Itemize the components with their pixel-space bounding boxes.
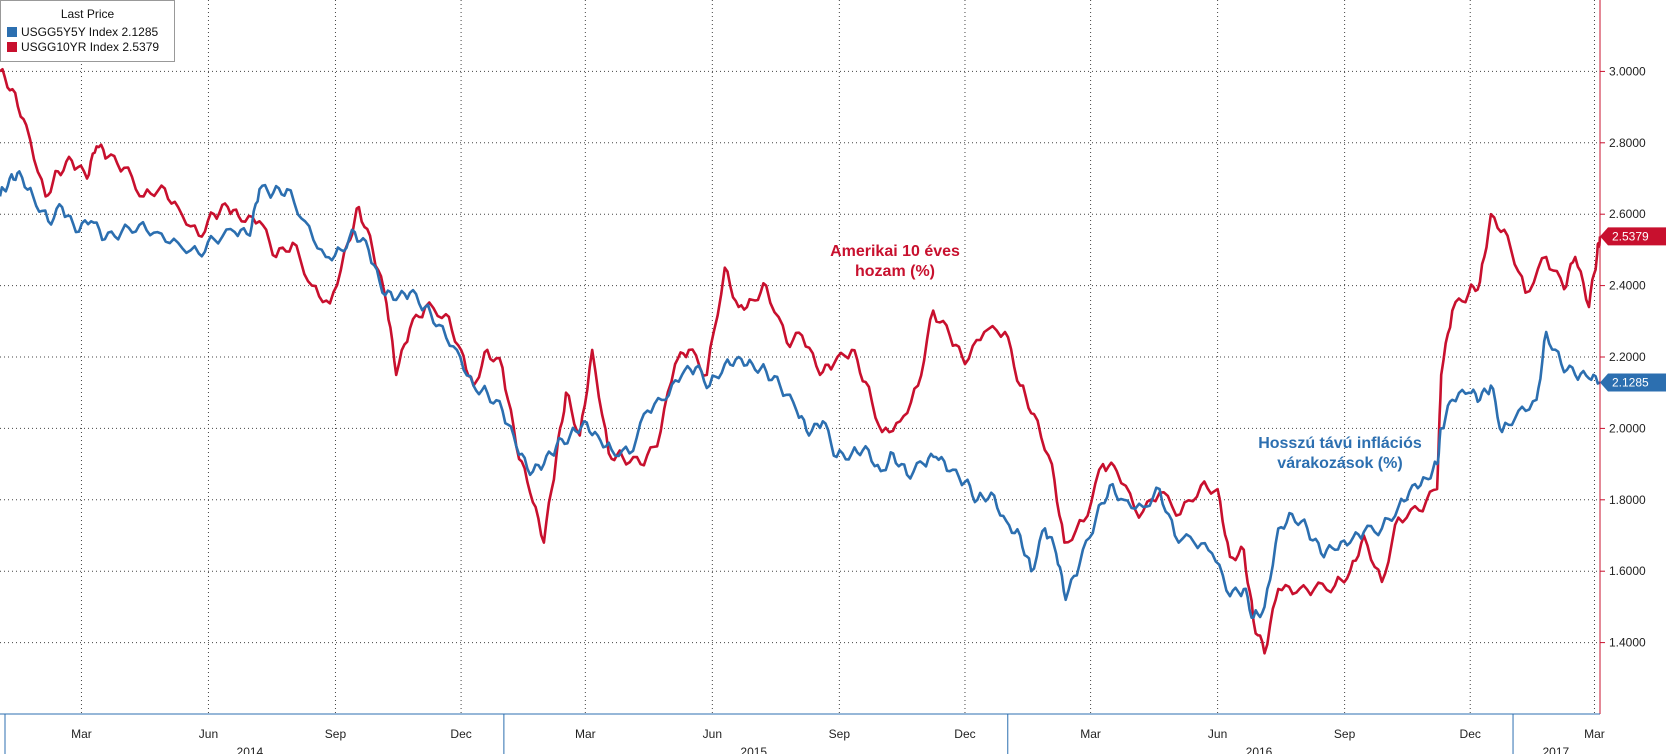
series-line-5y5y (0, 170, 1601, 619)
legend-swatch-10yr (7, 41, 17, 52)
y-tick-label: 1.8000 (1609, 493, 1646, 507)
last-value-tag-10yr: 2.5379 (1600, 227, 1666, 246)
x-year-label: 2015 (740, 745, 767, 754)
legend-entry-10yr: USGG10YR Index 2.5379 (7, 39, 168, 54)
x-tick-label: Jun (199, 727, 218, 741)
x-tick-label: Sep (325, 727, 347, 741)
x-tick-label: Jun (1208, 727, 1227, 741)
last-value-tag-5y5y: 2.1285 (1600, 373, 1666, 392)
annotation-10y-yield: Amerikai 10 éves hozam (%) (780, 242, 1010, 282)
x-tick-label: Sep (1334, 727, 1356, 741)
x-tick-label: Dec (954, 727, 975, 741)
y-tick-label: 1.4000 (1609, 636, 1646, 650)
x-tick-label: Dec (450, 727, 471, 741)
x-tick-label: Sep (829, 727, 851, 741)
annotation-10y-yield-line2: hozam (%) (855, 263, 935, 280)
series-lines (0, 67, 1602, 655)
x-tick-label: Mar (1584, 727, 1605, 741)
x-tick-label: Mar (575, 727, 596, 741)
annotation-10y-yield-line1: Amerikai 10 éves (830, 243, 960, 260)
legend-label-5y5y: USGG5Y5Y Index 2.1285 (21, 24, 159, 39)
x-year-label: 2016 (1246, 745, 1273, 754)
last-value-tag-label: 2.5379 (1612, 229, 1649, 243)
last-value-tag-label: 2.1285 (1612, 376, 1649, 390)
last-value-tag-bg (1600, 227, 1666, 246)
x-tick-label: Dec (1460, 727, 1481, 741)
y-tick-label: 1.6000 (1609, 564, 1646, 578)
annotation-inflation-expectations: Hosszú távú inflációs várakozások (%) (1210, 434, 1470, 474)
legend-title: Last Price (60, 7, 115, 21)
x-tick-label: Jun (703, 727, 722, 741)
y-tick-label: 3.0000 (1609, 64, 1646, 78)
legend-swatch-5y5y (7, 26, 17, 37)
legend: Last Price USGG5Y5Y Index 2.1285 USGG10Y… (0, 0, 175, 62)
last-value-tag-bg (1600, 373, 1666, 392)
y-tick-label: 2.8000 (1609, 136, 1646, 150)
y-tick-label: 2.4000 (1609, 279, 1646, 293)
x-year-label: 2014 (237, 745, 264, 754)
legend-entry-5y5y: USGG5Y5Y Index 2.1285 (7, 24, 168, 39)
x-tick-label: Mar (1080, 727, 1101, 741)
y-tick-label: 2.2000 (1609, 350, 1646, 364)
x-axis: Mar Jun Sep Dec Mar Jun Sep Dec Mar Jun Sep Dec Mar 2… (0, 713, 1605, 754)
legend-label-10yr: USGG10YR Index 2.5379 (21, 39, 160, 54)
gridlines (0, 0, 1600, 714)
x-tick-label: Mar (71, 727, 92, 741)
x-year-label: 2017 (1542, 745, 1569, 754)
annotation-inflation-line1: Hosszú távú inflációs (1258, 435, 1422, 452)
y-axis: 1.4000 1.6000 1.8000 2.0000 2.2000 2.4000 2.60… (1599, 0, 1666, 714)
y-tick-label: 2.0000 (1609, 421, 1646, 435)
annotation-inflation-line2: várakozások (%) (1277, 455, 1403, 472)
series-line-10yr (0, 67, 1602, 655)
y-tick-label: 2.6000 (1609, 207, 1646, 221)
